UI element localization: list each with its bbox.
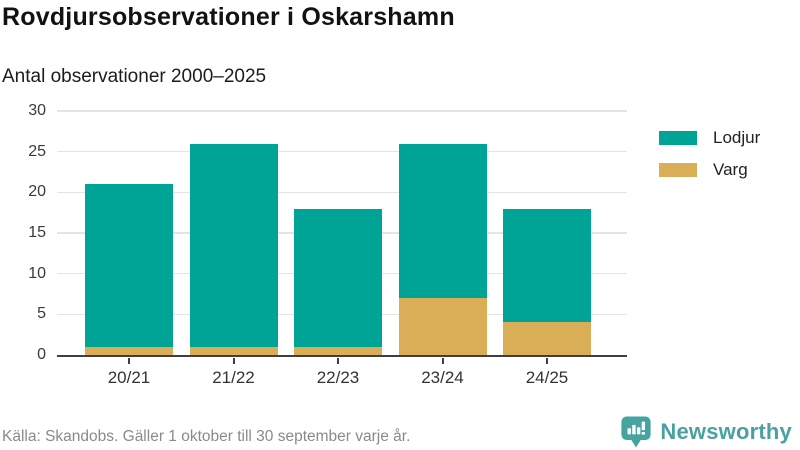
gridline-y30 bbox=[57, 110, 627, 112]
y-axis-label: 20 bbox=[28, 183, 46, 201]
gridline-y20 bbox=[57, 191, 627, 194]
bar-segment-varg-23-24 bbox=[398, 298, 487, 355]
bar-segment-varg-20-21 bbox=[85, 346, 173, 355]
gridline-y25 bbox=[57, 150, 627, 153]
y-axis-label: 0 bbox=[37, 346, 46, 363]
bar-segment-lodjur-23-24 bbox=[398, 143, 487, 299]
y-axis-label: 5 bbox=[37, 305, 46, 323]
x-axis-tick bbox=[232, 357, 235, 364]
bar-segment-varg-21-22 bbox=[189, 346, 278, 355]
x-axis-label: 21/22 bbox=[212, 368, 255, 387]
chart-subtitle: Antal observationer 2000–2025 bbox=[2, 66, 267, 87]
bar-segment-lodjur-22-23 bbox=[294, 208, 382, 347]
y-axis-label: 30 bbox=[28, 102, 46, 119]
legend-item-lodjur: Lodjur bbox=[659, 128, 760, 148]
x-axis-label: 20/21 bbox=[107, 368, 151, 387]
legend-swatch-lodjur bbox=[659, 131, 697, 145]
newsworthy-wordmark: Newsworthy bbox=[660, 418, 792, 444]
y-axis-label: 25 bbox=[28, 142, 46, 160]
x-axis-tick bbox=[441, 357, 444, 364]
x-axis-tick bbox=[546, 357, 548, 364]
source-note: Källa: Skandobs. Gäller 1 oktober till 3… bbox=[2, 428, 411, 445]
x-axis-tick bbox=[337, 357, 339, 364]
y-axis-label: 10 bbox=[28, 264, 46, 282]
legend-swatch-varg bbox=[659, 163, 697, 177]
x-axis-label: 23/24 bbox=[421, 368, 464, 387]
bar-segment-varg-22-23 bbox=[294, 346, 382, 355]
chart-title: Rovdjursobservationer i Oskarshamn bbox=[2, 3, 455, 31]
bar-segment-lodjur-20-21 bbox=[85, 184, 173, 347]
bar-segment-varg-24-25 bbox=[503, 322, 591, 355]
bar-segment-lodjur-21-22 bbox=[189, 143, 278, 347]
newsworthy-icon bbox=[621, 416, 651, 448]
x-axis-label: 22/23 bbox=[316, 368, 360, 387]
legend: Lodjur Varg bbox=[659, 128, 760, 192]
plot-area: 0 5 10 15 20 25 30 20/21 21/22 22/23 23/24 24/25 bbox=[28, 102, 627, 387]
legend-label-lodjur: Lodjur bbox=[713, 128, 761, 147]
x-axis-label: 24/25 bbox=[525, 368, 569, 387]
newsworthy-logo: Newsworthy bbox=[620, 415, 792, 448]
y-axis-label: 15 bbox=[28, 224, 46, 241]
legend-item-varg: Varg bbox=[659, 160, 760, 180]
legend-label-varg: Varg bbox=[713, 160, 748, 179]
bar-segment-lodjur-24-25 bbox=[503, 208, 591, 323]
x-axis-tick bbox=[128, 357, 130, 364]
